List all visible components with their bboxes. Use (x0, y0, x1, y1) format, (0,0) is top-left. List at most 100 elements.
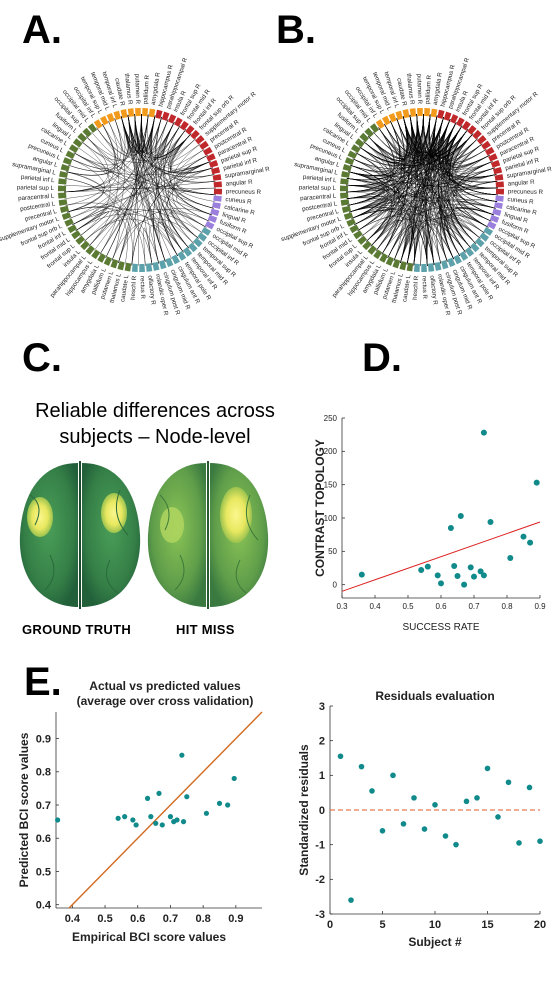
ring-segment (494, 202, 503, 209)
brain-hit-miss (148, 461, 268, 609)
ring-segment (417, 108, 423, 116)
data-point (359, 764, 365, 770)
data-point (401, 821, 407, 827)
data-point (390, 773, 396, 779)
region-label: putamen R (415, 74, 423, 105)
ring-segment (410, 108, 416, 117)
x-tick-label: 0.7 (163, 913, 178, 925)
x-tick-label: 0.6 (130, 913, 145, 925)
ring-segment (110, 259, 118, 268)
data-point (369, 788, 375, 794)
data-point (495, 814, 501, 820)
y-axis-label: CONTRAST TOPOLOGY (313, 439, 327, 577)
ring-segment (495, 174, 504, 181)
ring-segment (125, 263, 132, 272)
y-tick-label: 50 (328, 547, 337, 556)
ring-segment (392, 259, 400, 268)
ring-segment (135, 108, 141, 116)
ring-segment (340, 186, 348, 192)
y-tick-label: 0.9 (36, 733, 51, 745)
region-label: parietal sup L (17, 184, 55, 192)
x-tick-label: 0.9 (228, 913, 243, 925)
ring-segment (206, 153, 216, 161)
data-point (448, 525, 454, 531)
ring-segment (414, 264, 420, 272)
ring-segment (162, 112, 170, 121)
data-point (537, 838, 543, 844)
ring-segment (209, 160, 218, 168)
data-point (534, 480, 540, 486)
data-point (217, 801, 222, 806)
data-point (134, 822, 139, 827)
ring-segment (488, 153, 498, 161)
data-point (380, 828, 386, 834)
x-tick-label: 10 (429, 919, 441, 931)
data-point (338, 753, 344, 759)
y-tick-label: 1 (319, 770, 325, 782)
x-tick-label: 0 (327, 919, 333, 931)
x-axis-label: Subject # (408, 935, 462, 949)
connectogram-a: caudate Rthalamus Rputamen Rpallidum Ram… (0, 50, 280, 330)
connection-line (89, 124, 118, 246)
x-tick-label: 0.9 (534, 602, 546, 611)
chart-title: Residuals evaluation (375, 689, 494, 703)
region-label: putamen R (133, 74, 141, 105)
data-point (148, 814, 153, 819)
y-tick-label: 2 (319, 736, 325, 748)
data-point (168, 814, 173, 819)
x-tick-label: 0.6 (435, 602, 447, 611)
ring-segment (496, 181, 504, 187)
y-tick-label: 0 (333, 580, 338, 589)
data-point (130, 817, 135, 822)
data-point (455, 573, 461, 579)
ring-segment (495, 195, 504, 201)
region-label: heschl R (412, 275, 421, 300)
ring-segment (407, 263, 414, 272)
data-point (55, 817, 60, 822)
data-point (507, 555, 513, 561)
ring-segment (435, 262, 442, 271)
data-point (451, 563, 457, 569)
ring-segment (340, 178, 349, 184)
ring-segment (128, 108, 134, 117)
x-tick-label: 0.8 (501, 602, 513, 611)
ring-segment (212, 202, 221, 209)
data-point (422, 826, 428, 832)
connection-line (76, 212, 109, 237)
data-point (225, 802, 230, 807)
chart-e-residuals: 0 5 10 15 20-3-2-10123Residuals evaluationSu… (296, 676, 559, 950)
chart-title-line2: (average over cross validation) (77, 694, 254, 708)
ring-segment (421, 264, 427, 272)
connection-line (76, 212, 109, 237)
data-point (481, 572, 487, 578)
data-point (184, 794, 189, 799)
x-tick-label: 20 (534, 919, 546, 931)
region-label: rectus R (139, 276, 147, 300)
ring-segment (447, 258, 455, 267)
data-point (418, 567, 424, 573)
y-tick-label: -1 (315, 840, 325, 852)
ring-segment (496, 189, 504, 195)
ring-segment (214, 181, 222, 187)
ring-segment (491, 160, 500, 168)
data-point (348, 897, 354, 903)
y-tick-label: 0 (319, 805, 325, 817)
panel-letter-d: D. (362, 338, 402, 378)
region-label: angular R (226, 179, 254, 188)
ring-segment (63, 157, 72, 165)
data-point (481, 430, 487, 436)
ring-segment (341, 171, 350, 178)
x-tick-label: 5 (379, 919, 385, 931)
panel-c-title-line2: subjects – Node-level (20, 424, 290, 450)
data-point (122, 814, 127, 819)
panel-letter-c: C. (22, 338, 62, 378)
ring-segment (213, 174, 222, 181)
ring-segment (153, 262, 160, 271)
panel-letter-a: A. (22, 10, 62, 50)
data-point (438, 580, 444, 586)
region-label: angular R (508, 179, 536, 188)
label-ground-truth: GROUND TRUTH (22, 622, 131, 637)
x-tick-label: 15 (481, 919, 493, 931)
y-tick-label: -2 (315, 874, 325, 886)
x-tick-label: 0.4 (369, 602, 381, 611)
